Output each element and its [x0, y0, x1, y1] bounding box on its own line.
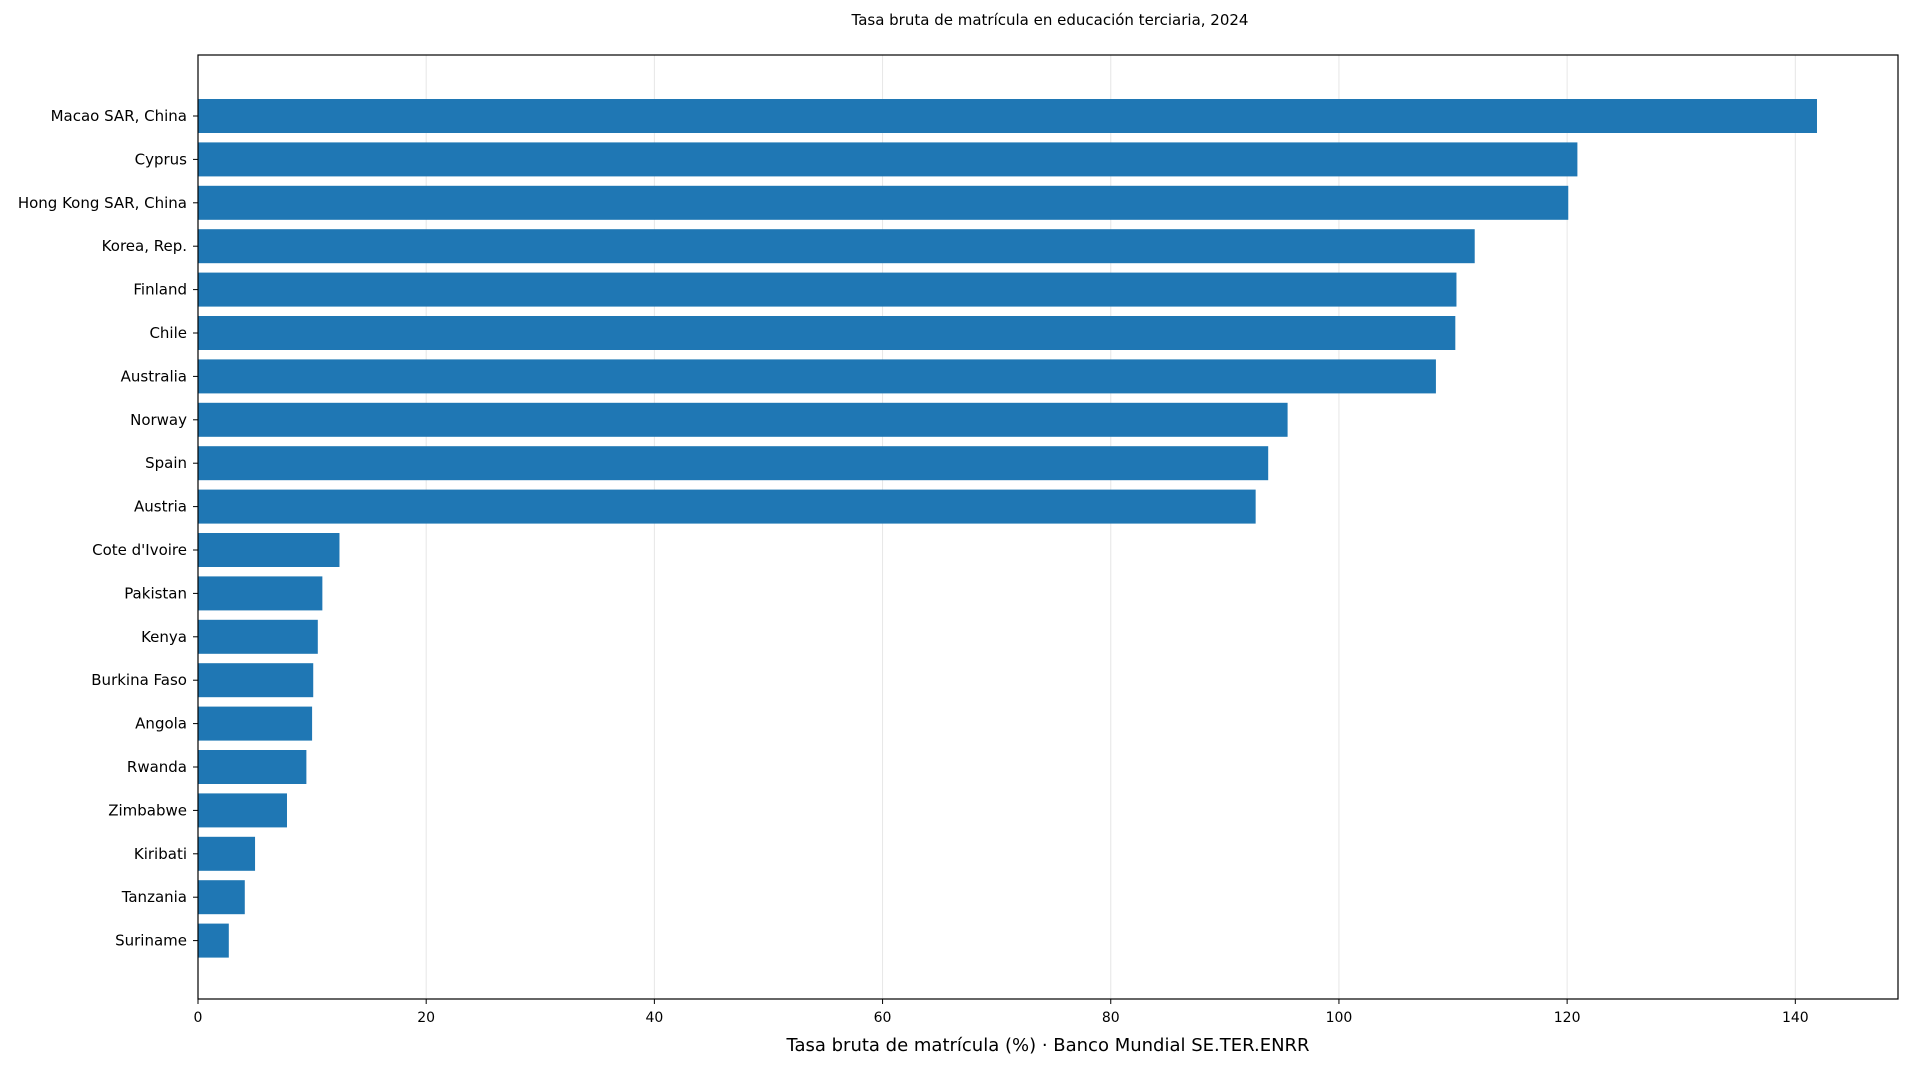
x-tick-label: 100 [1326, 1010, 1353, 1026]
bar [198, 185, 1569, 220]
bar [198, 750, 307, 784]
bar [198, 619, 318, 654]
bar [198, 359, 1436, 394]
y-category-label: Norway [130, 411, 187, 429]
x-tick-label: 80 [1102, 1010, 1120, 1026]
bar [198, 402, 1288, 437]
y-category-label: Hong Kong SAR, China [18, 194, 187, 212]
y-category-label: Macao SAR, China [51, 107, 187, 125]
y-category-label: Cyprus [135, 150, 188, 168]
y-category-label: Pakistan [124, 584, 187, 602]
bar [198, 836, 256, 871]
y-category-label: Kiribati [134, 845, 187, 863]
bar [198, 316, 1456, 350]
bar [198, 880, 245, 915]
bar [198, 99, 1817, 133]
x-tick-label: 120 [1554, 1010, 1581, 1026]
y-category-label: Finland [133, 281, 187, 299]
bar [198, 923, 229, 958]
bar [198, 533, 340, 567]
x-tick-label: 40 [645, 1010, 663, 1026]
x-tick-label: 20 [417, 1010, 435, 1026]
bar [198, 489, 1256, 524]
y-category-label: Cote d'Ivoire [92, 541, 187, 559]
plot-area-frame [197, 54, 1899, 1000]
bar [198, 446, 1269, 481]
x-tick-label: 60 [874, 1010, 892, 1026]
y-category-label: Australia [121, 367, 187, 385]
bar [198, 272, 1457, 307]
y-category-label: Tanzania [121, 888, 187, 906]
y-category-label: Zimbabwe [108, 801, 187, 819]
y-category-label: Austria [134, 498, 187, 516]
x-tick-label: 140 [1782, 1010, 1809, 1026]
chart-title: Tasa bruta de matrícula en educación ter… [851, 11, 1249, 29]
x-tick-label: 0 [194, 1010, 203, 1026]
bars [198, 99, 1817, 958]
bar [198, 229, 1475, 264]
y-category-label: Kenya [141, 628, 187, 646]
y-category-label: Suriname [115, 932, 187, 950]
x-axis-label: Tasa bruta de matrícula (%) · Banco Mund… [785, 1035, 1309, 1056]
y-axis-category-labels: Macao SAR, China Cyprus Hong Kong SAR, Chi… [18, 107, 198, 950]
bar [198, 663, 314, 698]
y-category-label: Spain [145, 454, 187, 472]
bar [198, 706, 313, 741]
bar [198, 793, 287, 828]
bar [198, 142, 1578, 177]
y-category-label: Angola [135, 715, 187, 733]
y-category-label: Korea, Rep. [102, 237, 187, 255]
bar [198, 576, 323, 611]
x-axis-ticks: 0 20 40 60 80 100 120 140 [194, 999, 1809, 1026]
y-category-label: Burkina Faso [91, 671, 187, 689]
y-category-label: Rwanda [127, 758, 187, 776]
y-category-label: Chile [149, 324, 187, 342]
